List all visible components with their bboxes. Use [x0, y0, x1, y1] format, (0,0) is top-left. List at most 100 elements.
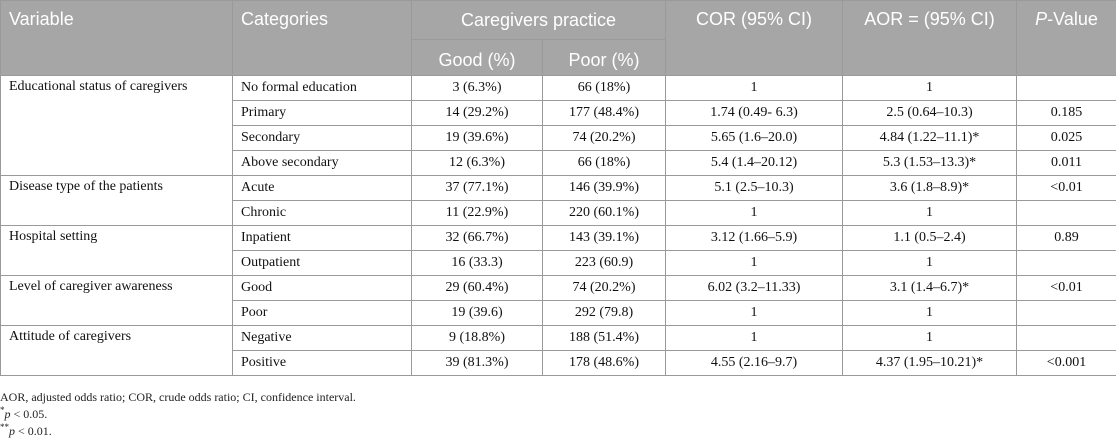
- cell-p-value: [1016, 200, 1116, 226]
- cell-p-value: 0.89: [1016, 225, 1116, 251]
- table-row: Primary 14 (29.2%) 177 (48.4%) 1.74 (0.49- …: [1, 100, 1116, 126]
- table-body: Educational status of caregivers No forma…: [0, 75, 1116, 376]
- cell-category: Poor: [232, 300, 412, 326]
- cell-p-value: <0.01: [1016, 175, 1116, 201]
- header-cor: COR (95% CI): [665, 0, 843, 76]
- cell-good: 16 (33.3): [411, 250, 543, 276]
- cell-cor: 5.1 (2.5–10.3): [665, 175, 843, 201]
- footnote-significance-05: *p < 0.05.: [0, 406, 47, 422]
- cell-p-value: [1016, 250, 1116, 276]
- cell-good: 32 (66.7%): [411, 225, 543, 251]
- cell-good: 11 (22.9%): [411, 200, 543, 226]
- footnote-p: p: [9, 424, 15, 438]
- table-row: Secondary 19 (39.6%) 74 (20.2%) 5.65 (1.6–2…: [1, 125, 1116, 151]
- cell-cor: 5.4 (1.4–20.12): [665, 150, 843, 176]
- cell-aor: 2.5 (0.64–10.3): [842, 100, 1017, 126]
- cell-p-value: [1016, 75, 1116, 101]
- cell-p-value: [1016, 325, 1116, 351]
- cell-aor: 1.1 (0.5–2.4): [842, 225, 1017, 251]
- cell-category: Outpatient: [232, 250, 412, 276]
- cell-category: Good: [232, 275, 412, 301]
- cell-good: 39 (81.3%): [411, 350, 543, 376]
- cell-category: Secondary: [232, 125, 412, 151]
- header-variable: Variable: [0, 0, 233, 76]
- cell-aor: 1: [842, 300, 1017, 326]
- cell-category: Chronic: [232, 200, 412, 226]
- cell-cor: 1: [665, 250, 843, 276]
- cell-aor: 1: [842, 75, 1017, 101]
- cell-cor: 1: [665, 75, 843, 101]
- footnote-text: < 0.05.: [10, 407, 48, 421]
- cell-category: Acute: [232, 175, 412, 201]
- cell-cor: 6.02 (3.2–11.33): [665, 275, 843, 301]
- cell-p-value: 0.011: [1016, 150, 1116, 176]
- cell-poor: 143 (39.1%): [542, 225, 666, 251]
- cell-p-value: 0.185: [1016, 100, 1116, 126]
- header-p-value-italic-p: P: [1035, 9, 1048, 29]
- footnote-mark: *: [0, 405, 5, 415]
- table-row: Educational status of caregivers No forma…: [0, 75, 1116, 176]
- table-row: Level of caregiver awareness Good 29 (60.4…: [0, 275, 1116, 326]
- cell-cor: 3.12 (1.66–5.9): [665, 225, 843, 251]
- cell-good: 19 (39.6%): [411, 125, 543, 151]
- header-p-value: P-Value: [1016, 0, 1116, 76]
- cell-variable: Level of caregiver awareness: [0, 275, 233, 326]
- cell-cor: 5.65 (1.6–20.0): [665, 125, 843, 151]
- table-row: Chronic 11 (22.9%) 220 (60.1%) 1 1: [1, 200, 1116, 226]
- cell-poor: 188 (51.4%): [542, 325, 666, 351]
- cell-p-value: <0.01: [1016, 275, 1116, 301]
- cell-variable: Disease type of the patients: [0, 175, 233, 226]
- cell-good: 19 (39.6): [411, 300, 543, 326]
- header-good: Good (%): [411, 39, 543, 76]
- cell-good: 37 (77.1%): [411, 175, 543, 201]
- cell-poor: 223 (60.9): [542, 250, 666, 276]
- table-row: Attitude of caregivers Negative 9 (18.8%) 1…: [0, 325, 1116, 376]
- results-table: Variable Categories Caregivers practice …: [0, 0, 1116, 376]
- table-row: Positive 39 (81.3%) 178 (48.6%) 4.55 (2.16–…: [1, 350, 1116, 376]
- cell-category: No formal education: [232, 75, 412, 101]
- cell-good: 12 (6.3%): [411, 150, 543, 176]
- footnote-mark: **: [0, 422, 9, 432]
- cell-good: 3 (6.3%): [411, 75, 543, 101]
- table-row: Disease type of the patients Acute 37 (77.…: [0, 175, 1116, 226]
- cell-variable: Hospital setting: [0, 225, 233, 276]
- cell-poor: 74 (20.2%): [542, 275, 666, 301]
- table-header: Variable Categories Caregivers practice …: [0, 0, 1116, 76]
- header-caregivers-practice: Caregivers practice: [411, 0, 666, 40]
- cell-aor: 3.6 (1.8–8.9)*: [842, 175, 1017, 201]
- cell-poor: 220 (60.1%): [542, 200, 666, 226]
- cell-cor: 1: [665, 200, 843, 226]
- cell-poor: 178 (48.6%): [542, 350, 666, 376]
- cell-category: Negative: [232, 325, 412, 351]
- footnote-abbreviations: AOR, adjusted odds ratio; COR, crude odd…: [0, 390, 356, 404]
- cell-aor: 1: [842, 325, 1017, 351]
- cell-poor: 66 (18%): [542, 150, 666, 176]
- cell-variable: Attitude of caregivers: [0, 325, 233, 376]
- header-aor: AOR = (95% CI): [842, 0, 1017, 76]
- cell-cor: 1: [665, 325, 843, 351]
- cell-aor: 1: [842, 200, 1017, 226]
- table-row: Poor 19 (39.6) 292 (79.8) 1 1: [1, 300, 1116, 326]
- cell-category: Positive: [232, 350, 412, 376]
- cell-category: Inpatient: [232, 225, 412, 251]
- cell-aor: 1: [842, 250, 1017, 276]
- header-categories: Categories: [232, 0, 412, 76]
- cell-p-value: <0.001: [1016, 350, 1116, 376]
- footnote-text: < 0.01.: [15, 424, 52, 438]
- cell-cor: 1.74 (0.49- 6.3): [665, 100, 843, 126]
- cell-aor: 3.1 (1.4–6.7)*: [842, 275, 1017, 301]
- cell-p-value: [1016, 300, 1116, 326]
- cell-aor: 4.37 (1.95–10.21)*: [842, 350, 1017, 376]
- cell-poor: 66 (18%): [542, 75, 666, 101]
- cell-category: Primary: [232, 100, 412, 126]
- cell-good: 14 (29.2%): [411, 100, 543, 126]
- cell-poor: 177 (48.4%): [542, 100, 666, 126]
- header-p-value-rest: -Value: [1047, 9, 1098, 29]
- cell-aor: 5.3 (1.53–13.3)*: [842, 150, 1017, 176]
- cell-poor: 292 (79.8): [542, 300, 666, 326]
- cell-good: 29 (60.4%): [411, 275, 543, 301]
- cell-poor: 74 (20.2%): [542, 125, 666, 151]
- footnote-p: p: [4, 407, 11, 421]
- cell-poor: 146 (39.9%): [542, 175, 666, 201]
- cell-variable: Educational status of caregivers: [0, 75, 233, 176]
